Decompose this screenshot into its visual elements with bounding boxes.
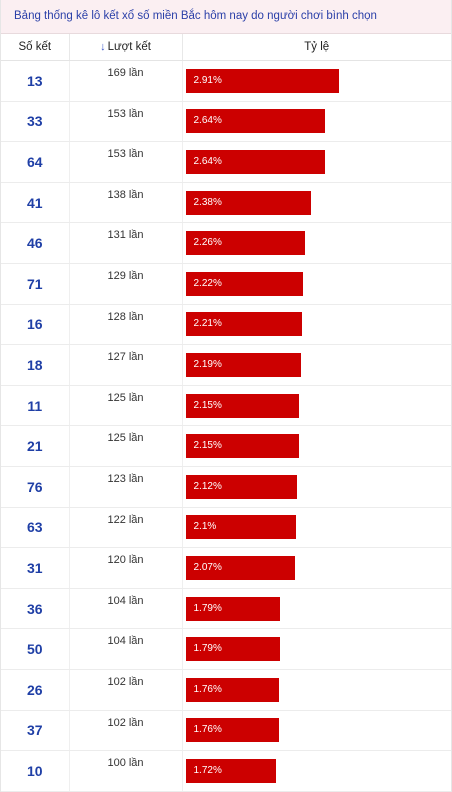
- ratio-bar: 2.07%: [185, 555, 295, 580]
- table-header-row: Số kết ↓ Lượt kết Tỷ lệ: [1, 34, 451, 61]
- table-row: 36 104 lần 1.79%: [1, 588, 451, 630]
- hit-count: 138 lần: [69, 182, 183, 224]
- lottery-number: 26: [1, 669, 70, 711]
- ratio-cell: 2.15%: [182, 385, 451, 427]
- lottery-number: 13: [1, 60, 70, 102]
- hit-count: 129 lần: [69, 263, 183, 305]
- lottery-number: 36: [1, 588, 70, 630]
- ratio-cell: 2.21%: [182, 304, 451, 346]
- ratio-cell: 1.76%: [182, 710, 451, 752]
- hit-count: 131 lần: [69, 222, 183, 264]
- hit-count: 125 lần: [69, 385, 183, 427]
- ratio-cell: 2.07%: [182, 547, 451, 589]
- lottery-number: 21: [1, 425, 70, 467]
- header-number[interactable]: Số kết: [1, 34, 70, 61]
- ratio-cell: 2.38%: [182, 182, 451, 224]
- ratio-cell: 2.64%: [182, 141, 451, 183]
- lottery-number: 41: [1, 182, 70, 224]
- ratio-bar: 1.79%: [185, 596, 280, 621]
- panel-title: Bảng thống kê lô kết xổ số miền Bắc hôm …: [1, 0, 451, 34]
- table-row: 37 102 lần 1.76%: [1, 710, 451, 752]
- table-row: 18 127 lần 2.19%: [1, 344, 451, 386]
- ratio-bar: 2.64%: [185, 149, 325, 174]
- lottery-number: 76: [1, 466, 70, 508]
- table-row: 46 131 lần 2.26%: [1, 222, 451, 264]
- lottery-number: 18: [1, 344, 70, 386]
- ratio-cell: 2.26%: [182, 222, 451, 264]
- ratio-bar: 1.72%: [185, 758, 276, 783]
- ratio-bar: 2.15%: [185, 393, 299, 418]
- table-row: 11 125 lần 2.15%: [1, 385, 451, 427]
- ratio-cell: 1.72%: [182, 750, 451, 792]
- ratio-cell: 2.64%: [182, 101, 451, 143]
- sort-down-icon: ↓: [100, 41, 106, 53]
- lottery-number: 31: [1, 547, 70, 589]
- hit-count: 104 lần: [69, 628, 183, 670]
- hit-count: 153 lần: [69, 141, 183, 183]
- hit-count: 169 lần: [69, 60, 183, 102]
- table-row: 76 123 lần 2.12%: [1, 466, 451, 508]
- ratio-bar: 2.26%: [185, 231, 305, 256]
- hit-count: 123 lần: [69, 466, 183, 508]
- hit-count: 128 lần: [69, 304, 183, 346]
- table-row: 26 102 lần 1.76%: [1, 669, 451, 711]
- table-row: 41 138 lần 2.38%: [1, 182, 451, 224]
- stats-table: Số kết ↓ Lượt kết Tỷ lệ 13 169 lần 2.91% 33 1…: [1, 34, 451, 792]
- lottery-number: 46: [1, 222, 70, 264]
- lottery-number: 16: [1, 304, 70, 346]
- ratio-bar: 2.21%: [185, 312, 302, 337]
- hit-count: 122 lần: [69, 507, 183, 549]
- hit-count: 102 lần: [69, 710, 183, 752]
- hit-count: 104 lần: [69, 588, 183, 630]
- hit-count: 153 lần: [69, 101, 183, 143]
- table-row: 16 128 lần 2.21%: [1, 304, 451, 346]
- table-row: 71 129 lần 2.22%: [1, 263, 451, 305]
- lottery-number: 37: [1, 710, 70, 752]
- ratio-bar: 2.22%: [185, 271, 303, 296]
- ratio-bar: 2.64%: [185, 109, 325, 134]
- ratio-bar: 1.76%: [185, 677, 279, 702]
- hit-count: 125 lần: [69, 425, 183, 467]
- hit-count: 100 lần: [69, 750, 183, 792]
- lottery-number: 10: [1, 750, 70, 792]
- header-count-label: Lượt kết: [107, 41, 151, 53]
- ratio-bar: 2.38%: [185, 190, 311, 215]
- lottery-number: 33: [1, 101, 70, 143]
- ratio-cell: 2.12%: [182, 466, 451, 508]
- hit-count: 120 lần: [69, 547, 183, 589]
- ratio-cell: 2.22%: [182, 263, 451, 305]
- ratio-bar: 1.79%: [185, 637, 280, 662]
- table-row: 64 153 lần 2.64%: [1, 141, 451, 183]
- ratio-bar: 2.91%: [185, 68, 339, 93]
- table-row: 10 100 lần 1.72%: [1, 750, 451, 792]
- ratio-bar: 1.76%: [185, 718, 279, 743]
- ratio-cell: 2.91%: [182, 60, 451, 102]
- table-row: 21 125 lần 2.15%: [1, 425, 451, 467]
- ratio-cell: 2.1%: [182, 507, 451, 549]
- ratio-bar: 2.19%: [185, 352, 301, 377]
- ratio-cell: 2.15%: [182, 425, 451, 467]
- lottery-number: 11: [1, 385, 70, 427]
- table-row: 33 153 lần 2.64%: [1, 101, 451, 143]
- ratio-cell: 1.79%: [182, 628, 451, 670]
- table-row: 31 120 lần 2.07%: [1, 547, 451, 589]
- table-row: 13 169 lần 2.91%: [1, 60, 451, 102]
- header-ratio[interactable]: Tỷ lệ: [182, 34, 451, 61]
- hit-count: 127 lần: [69, 344, 183, 386]
- header-count[interactable]: ↓ Lượt kết: [69, 34, 183, 61]
- table-row: 50 104 lần 1.79%: [1, 628, 451, 670]
- ratio-cell: 1.79%: [182, 588, 451, 630]
- ratio-bar: 2.12%: [185, 474, 297, 499]
- lottery-number: 64: [1, 141, 70, 183]
- table-row: 63 122 lần 2.1%: [1, 507, 451, 549]
- lottery-number: 63: [1, 507, 70, 549]
- lottery-number: 50: [1, 628, 70, 670]
- ratio-cell: 1.76%: [182, 669, 451, 711]
- ratio-bar: 2.15%: [185, 434, 299, 459]
- hit-count: 102 lần: [69, 669, 183, 711]
- lottery-number: 71: [1, 263, 70, 305]
- ratio-cell: 2.19%: [182, 344, 451, 386]
- ratio-bar: 2.1%: [185, 515, 296, 540]
